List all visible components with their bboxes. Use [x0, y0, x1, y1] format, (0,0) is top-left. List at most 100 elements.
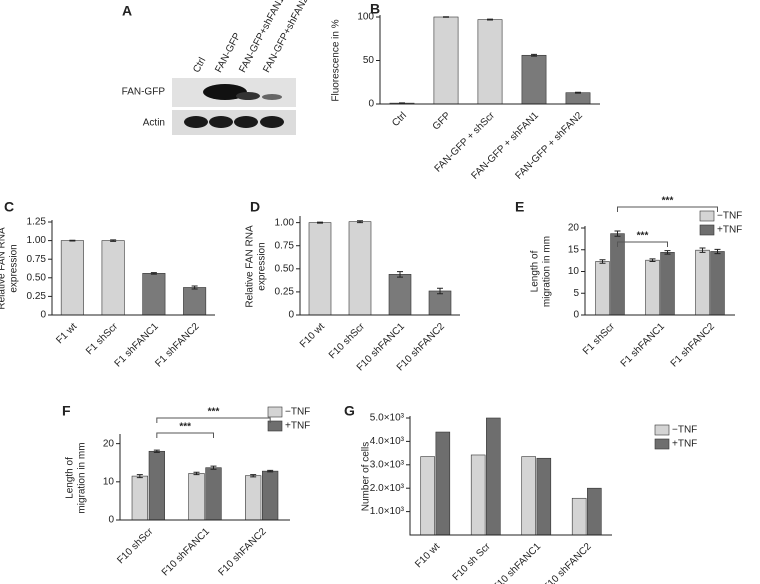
blot-band	[209, 116, 233, 128]
y-tick-label: 2.0×10³	[370, 483, 405, 494]
bar	[148, 450, 165, 521]
bar	[348, 221, 372, 316]
significance-bracket	[156, 417, 271, 423]
x-tick-label: GFP	[431, 110, 454, 133]
significance-bracket	[617, 206, 718, 212]
y-tick-label: 10	[568, 266, 580, 277]
legend-swatch	[654, 438, 670, 450]
error-bar	[531, 53, 537, 57]
y-tick-label: 100	[357, 12, 374, 23]
bar	[188, 473, 205, 521]
bar	[435, 431, 451, 536]
y-tick-label: 0.50	[275, 263, 295, 274]
blot-band	[262, 94, 282, 100]
significance-label: ***	[637, 231, 649, 242]
bar	[245, 475, 262, 521]
x-tick-label: F1 shFANC2	[669, 321, 718, 370]
x-tick-label: F10 wt	[298, 321, 327, 350]
y-tick-label: 5	[573, 288, 579, 299]
bar	[595, 261, 610, 316]
y-tick-label: 10	[103, 476, 115, 487]
error-bar	[69, 239, 76, 242]
error-bar	[443, 16, 449, 18]
bar	[101, 240, 125, 316]
legend-swatch	[699, 224, 715, 236]
x-tick-label: F1 wt	[54, 321, 79, 346]
panel-label: A	[122, 3, 132, 19]
y-axis-label: Relative FAN RNA	[0, 227, 8, 310]
y-tick-label: 0	[40, 310, 46, 321]
y-axis-label: Fluorescence in %	[331, 19, 342, 101]
blot-band	[260, 116, 284, 128]
bar	[262, 470, 279, 521]
bar	[521, 54, 547, 105]
legend-label: +TNF	[285, 421, 310, 432]
x-tick-label: F1 shFANC2	[153, 321, 202, 370]
y-tick-label: 0	[288, 310, 294, 321]
y-tick-label: 50	[363, 55, 375, 66]
x-tick-label: F10 shFANC2	[216, 526, 268, 578]
significance-bracket	[156, 432, 214, 438]
error-bar	[399, 102, 405, 104]
y-tick-label: 0.25	[27, 291, 47, 302]
bar	[205, 467, 222, 521]
bar	[308, 222, 332, 316]
y-tick-label: 20	[103, 438, 115, 449]
significance-bracket	[617, 241, 668, 247]
error-bar	[699, 247, 706, 253]
y-tick-label: 3.0×10³	[370, 459, 405, 470]
y-tick-label: 1.0×10³	[370, 506, 405, 517]
error-bar	[191, 285, 198, 290]
bar	[536, 457, 552, 536]
x-tick-label: F10 shFANC1	[160, 526, 212, 578]
error-bar	[136, 474, 143, 479]
panel-label: G	[344, 403, 355, 419]
row-label: Actin	[143, 118, 165, 129]
x-tick-label: F10 shFANC1	[491, 541, 543, 584]
error-bar	[357, 220, 363, 224]
x-tick-label: F10 sh Scr	[451, 541, 493, 583]
error-bar	[317, 221, 323, 224]
axes	[409, 416, 612, 536]
y-axis-label: Relative FAN RNA	[245, 225, 256, 308]
y-tick-label: 0	[368, 99, 374, 110]
y-axis-label: migration in mm	[542, 236, 553, 307]
legend-swatch	[699, 210, 715, 222]
panel-label: C	[4, 199, 14, 215]
error-bar	[437, 287, 443, 295]
x-tick-label: F1 shFANC1	[619, 321, 668, 370]
axes	[379, 15, 600, 105]
bar	[60, 240, 84, 316]
legend-label: −TNF	[672, 425, 697, 436]
error-bar	[575, 91, 581, 94]
bar	[388, 274, 412, 316]
y-tick-label: 0.25	[275, 287, 295, 298]
significance-label: ***	[662, 196, 674, 207]
x-tick-label: F1 shScr	[581, 321, 618, 358]
legend-label: −TNF	[285, 407, 310, 418]
axes	[299, 216, 460, 316]
y-tick-label: 1.25	[27, 217, 47, 228]
panel-label: D	[250, 199, 260, 215]
bar	[420, 456, 435, 536]
bar	[565, 92, 591, 105]
bar	[428, 290, 452, 316]
y-tick-label: 4.0×10³	[370, 436, 405, 447]
x-tick-label: F10 shFANC2	[542, 541, 594, 584]
bar	[142, 273, 166, 316]
bar	[571, 497, 587, 536]
panel-label: E	[515, 199, 524, 215]
bar	[486, 417, 501, 536]
bar	[131, 475, 148, 521]
x-tick-label: F10 shScr	[115, 526, 155, 566]
y-axis-label: expression	[257, 242, 268, 290]
y-tick-label: 1.00	[275, 217, 295, 228]
y-tick-label: 5.0×10³	[370, 413, 405, 424]
x-tick-label: F10 wt	[413, 541, 442, 570]
y-tick-label: 0.75	[27, 254, 47, 265]
legend-swatch	[267, 406, 283, 418]
error-bar	[664, 250, 671, 255]
panel-label: B	[370, 1, 380, 17]
